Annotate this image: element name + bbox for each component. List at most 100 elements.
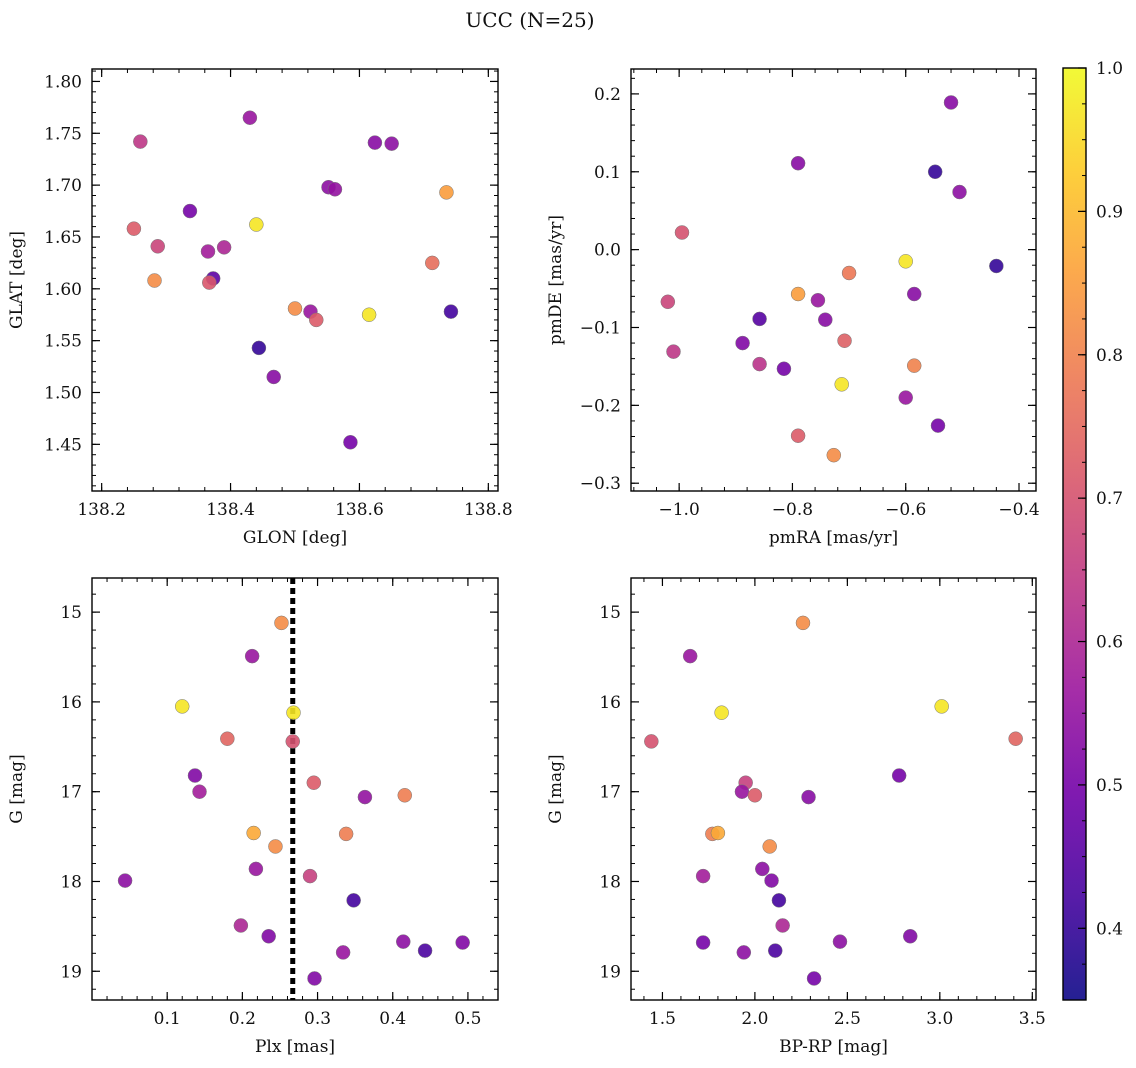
scatter-point <box>666 344 681 359</box>
scatter-point <box>187 768 203 783</box>
y-tick-label: −0.2 <box>580 396 621 416</box>
scatter-point <box>306 775 322 790</box>
figure-title: UCC (N=25) <box>465 8 594 32</box>
scatter-point <box>934 699 949 714</box>
x-tick-label: 0.3 <box>304 1009 331 1029</box>
x-tick-label: 0.5 <box>454 1009 481 1029</box>
scatter-point <box>202 275 217 290</box>
x-tick-label: −0.8 <box>772 500 813 520</box>
y-tick-label: −0.3 <box>580 474 621 494</box>
scatter-point <box>906 286 922 302</box>
x-axis-label: pmRA [mas/yr] <box>769 528 898 548</box>
colorbar-tick-label: 0.7 <box>1096 489 1123 509</box>
scatter-point <box>776 361 792 377</box>
scatter-point <box>837 333 852 348</box>
scatter-point <box>192 784 207 799</box>
scatter-point <box>695 935 711 950</box>
scatter-point <box>747 788 763 803</box>
y-tick-label: 19 <box>599 962 621 982</box>
y-tick-label: 17 <box>599 783 621 803</box>
scatter-point <box>343 435 358 450</box>
scatter-point <box>200 244 216 259</box>
scatter-point <box>338 826 354 842</box>
scatter-point <box>695 868 711 884</box>
scatter-point <box>755 861 770 877</box>
colorbar: 0.4 0.5 0.6 0.7 0.8 0.9 1.0 <box>1062 59 1123 1001</box>
scatter-point <box>752 311 767 327</box>
y-tick-label: 15 <box>60 603 82 623</box>
scatter-point <box>249 217 264 232</box>
x-axis-label: Plx [mas] <box>255 1037 335 1057</box>
panel-pmra-pmde: −1.0 −0.8 −0.6 −0.4 −0.3 −0.2 −0.1 0.0 0.1 0.2 pmR… <box>546 68 1040 548</box>
plot-frame <box>91 68 499 492</box>
panels: 138.2 138.4 138.6 138.8 1.45 1.50 1.55 1.60 1.65… <box>7 68 1046 1057</box>
x-tick-label: −0.6 <box>885 500 926 520</box>
scatter-point <box>806 971 822 986</box>
scatter-point <box>644 734 659 749</box>
x-tick-label: 3.0 <box>926 1009 953 1029</box>
y-tick-label: 1.65 <box>44 228 82 248</box>
scatter-point <box>216 240 232 255</box>
scatter-point <box>307 971 322 986</box>
plot-frame <box>630 68 1037 492</box>
y-tick-label: 1.60 <box>44 280 82 300</box>
scatter-point <box>302 868 318 884</box>
y-tick-label: 1.70 <box>44 176 82 196</box>
scatter-point <box>660 294 676 310</box>
x-tick-label: 2.5 <box>834 1009 861 1029</box>
colorbar-tick-label: 0.9 <box>1096 202 1123 222</box>
colorbar-tick-label: 0.8 <box>1096 346 1123 366</box>
scatter-point <box>443 304 459 319</box>
x-axis-label: GLON [deg] <box>243 528 347 548</box>
scatter-point <box>286 705 301 720</box>
scatter-point <box>439 185 454 200</box>
panel-glon-glat: 138.2 138.4 138.6 138.8 1.45 1.50 1.55 1.60 1.65… <box>7 68 513 548</box>
y-tick-label: 0.2 <box>594 85 621 105</box>
y-axis-label: G [mag] <box>546 754 566 823</box>
x-tick-label: 138.2 <box>77 500 126 520</box>
x-axis-label: BP-RP [mag] <box>779 1037 888 1057</box>
colorbar-tick-label: 0.6 <box>1096 633 1123 653</box>
scatter-point <box>133 134 148 149</box>
scatter-point <box>952 184 967 200</box>
scatter-point <box>762 839 777 854</box>
scatter-point <box>795 615 811 631</box>
scatter-point <box>174 699 190 714</box>
y-tick-label: 1.80 <box>44 72 82 92</box>
y-tick-label: −0.1 <box>580 318 621 338</box>
y-tick-label: 16 <box>599 693 621 713</box>
scatter-point <box>898 390 913 405</box>
scatter-point <box>927 164 943 180</box>
scatter-point <box>790 428 806 443</box>
scatter-point <box>826 447 842 463</box>
scatter-point <box>361 307 377 322</box>
colorbar-gradient <box>1063 68 1086 1000</box>
scatter-point <box>244 648 260 664</box>
scatter-point <box>417 943 433 958</box>
scatter-point <box>268 839 283 854</box>
y-tick-label: 1.45 <box>44 435 82 455</box>
scatter-point <box>943 95 959 110</box>
y-tick-label: 0.0 <box>594 241 621 261</box>
scatter-point <box>335 945 351 960</box>
y-tick-label: 1.50 <box>44 383 82 403</box>
scatter-point <box>736 945 752 960</box>
y-tick-label: 19 <box>60 962 82 982</box>
y-axis-label: pmDE [mas/yr] <box>546 215 566 345</box>
scatter-point <box>233 918 249 933</box>
scatter-point <box>384 136 399 151</box>
scatter-point <box>841 265 857 281</box>
scatter-point <box>220 731 235 746</box>
scatter-point <box>397 788 413 803</box>
x-tick-label: 2.0 <box>741 1009 768 1029</box>
scatter-point <box>832 934 848 949</box>
y-axis-label: GLAT [deg] <box>7 231 27 329</box>
scatter-point <box>834 377 849 392</box>
scatter-point <box>682 648 698 664</box>
colorbar-tick-label: 0.5 <box>1096 776 1123 796</box>
scatter-point <box>274 615 289 631</box>
scatter-point <box>287 301 303 316</box>
panel-bprp-g: 1.5 2.0 2.5 3.0 3.5 15 16 17 18 19 BP-RP [mag] G [m… <box>546 577 1046 1057</box>
scatter-point <box>285 734 300 749</box>
